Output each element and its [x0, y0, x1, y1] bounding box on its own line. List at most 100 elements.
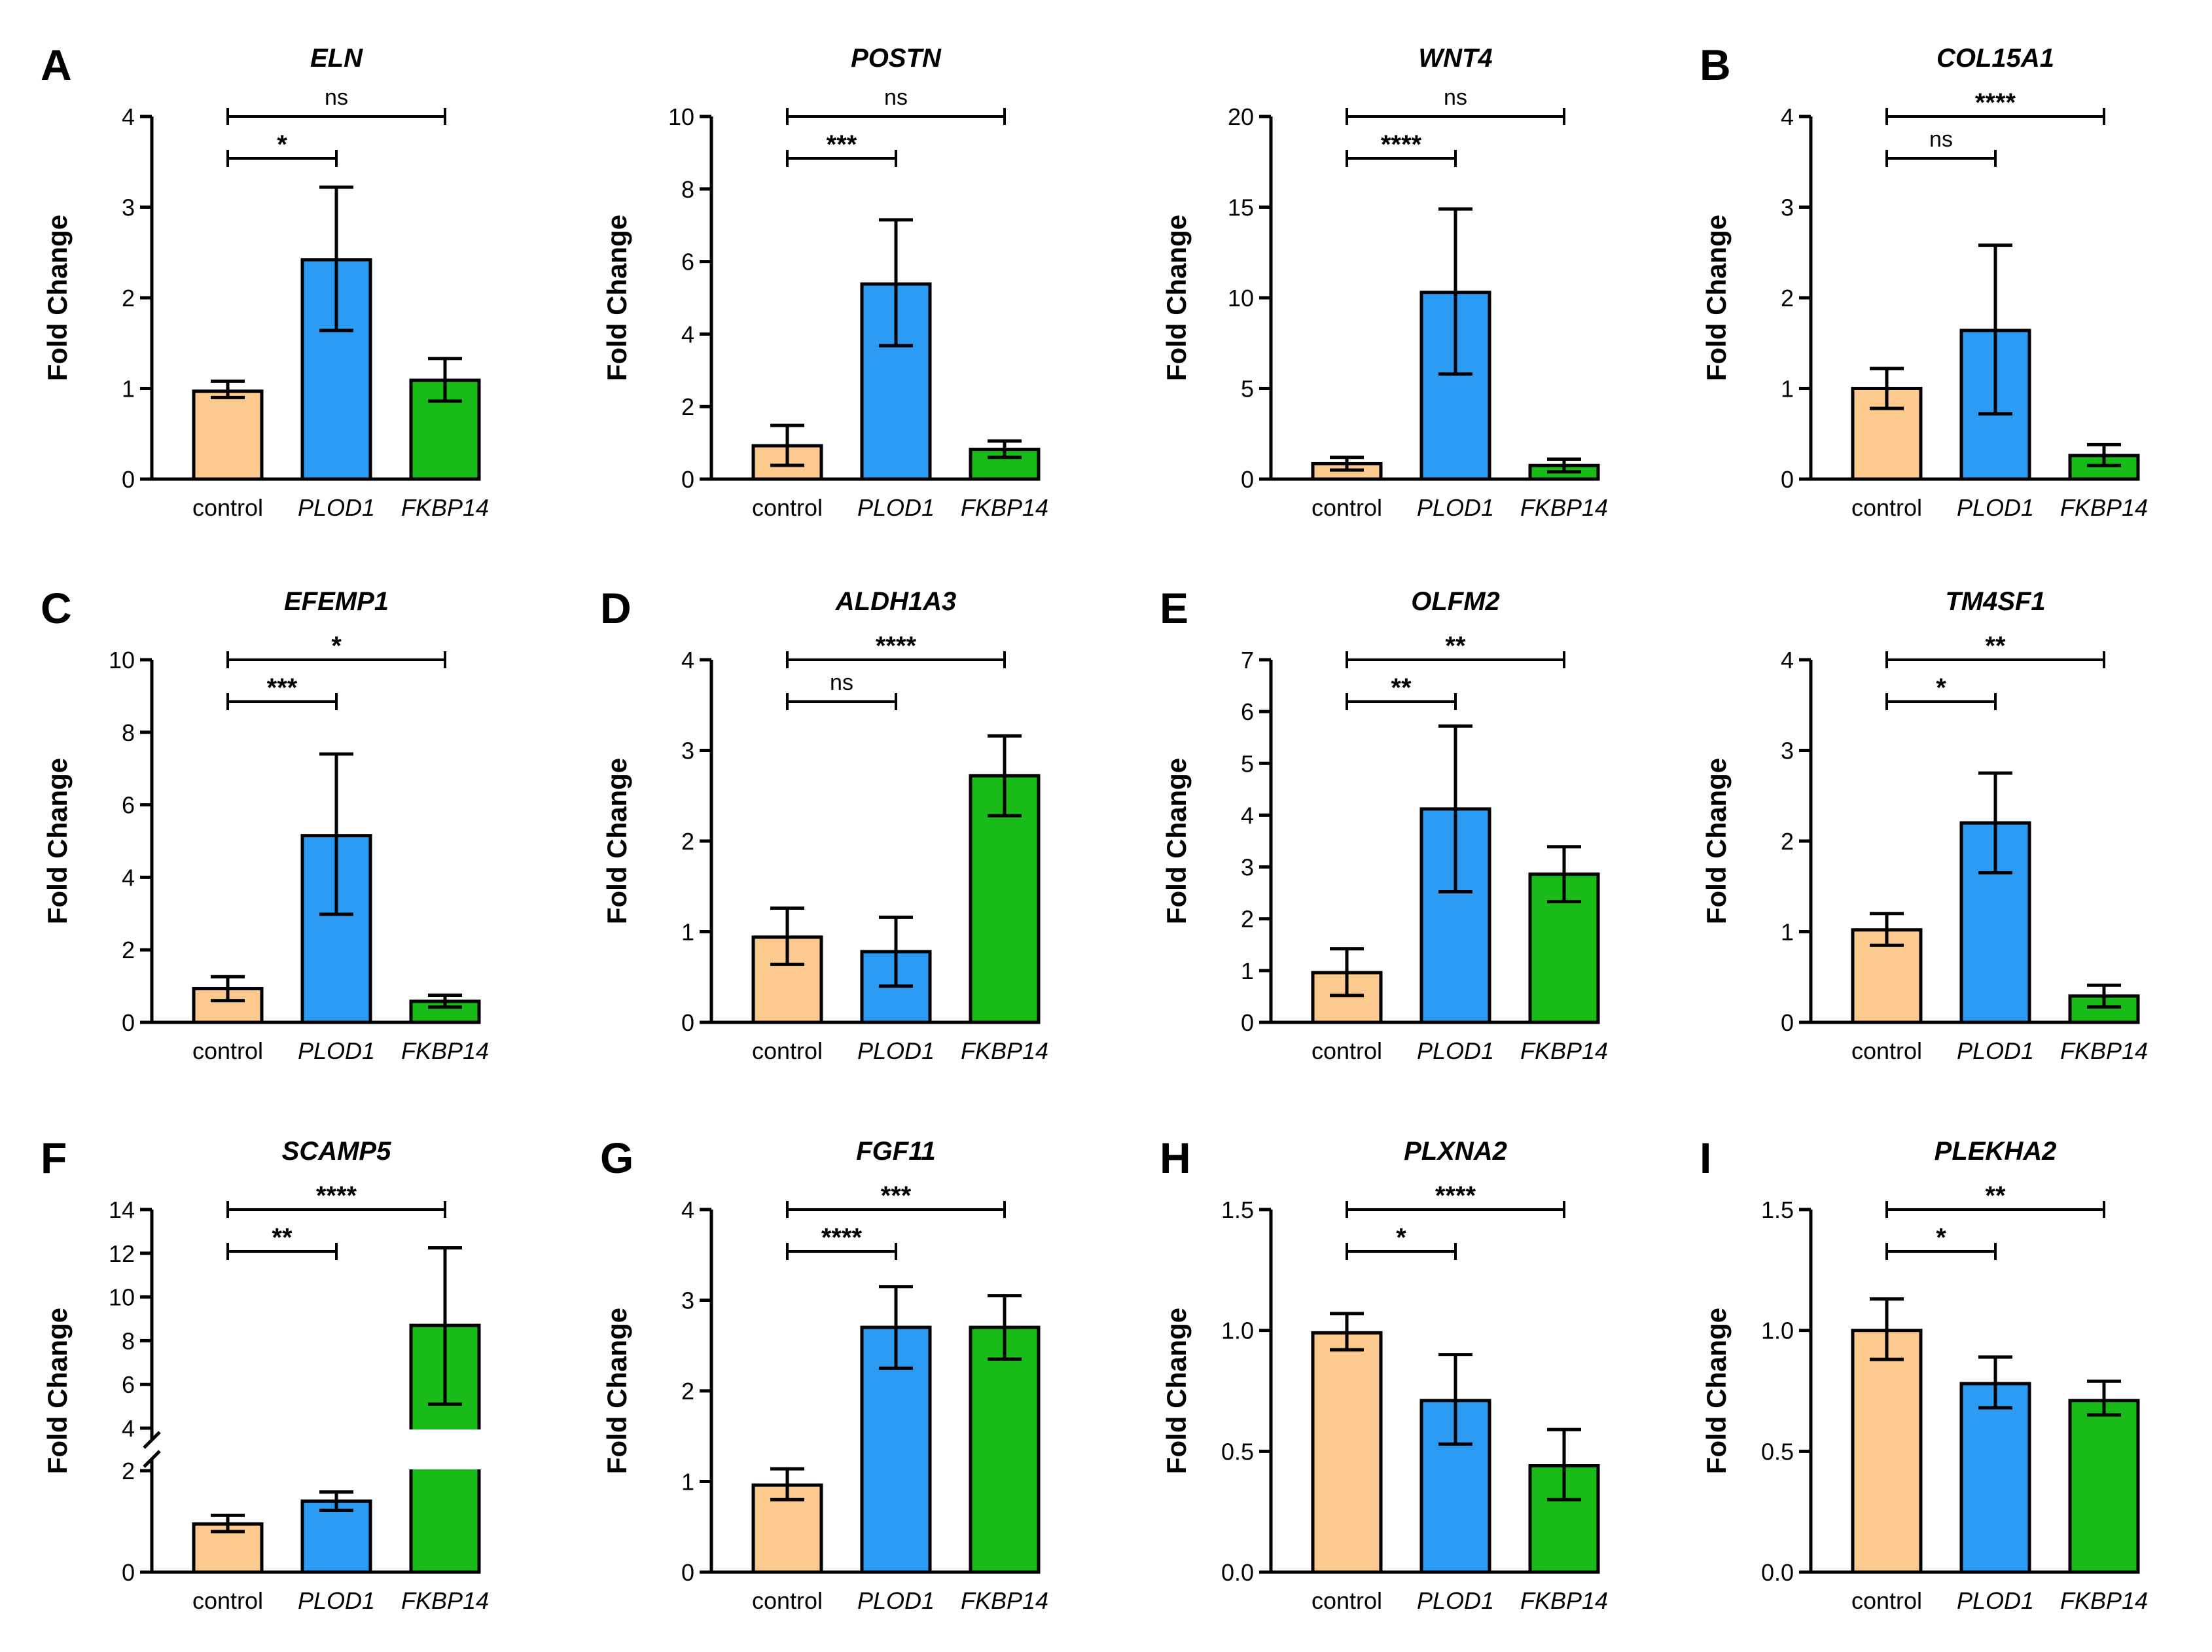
- x-tick-label: PLOD1: [857, 494, 935, 521]
- y-tick-label: 0: [1241, 466, 1254, 493]
- y-tick-label: 4: [122, 103, 135, 130]
- y-tick-label: 1.5: [1221, 1196, 1254, 1223]
- sig-label: ****: [1975, 88, 2016, 117]
- chart-postn: POSTN Fold Change 0 2 4 6 8 10 control PLOD1 FKBP1…: [601, 44, 1048, 521]
- y-tick-label: 10: [1228, 285, 1254, 312]
- y-tick-label: 10: [668, 103, 694, 130]
- y-tick-label: 5: [1241, 376, 1254, 403]
- chart-title: SCAMP5: [282, 1137, 391, 1166]
- y-tick-label: 0: [1781, 466, 1794, 493]
- y-tick-label: 0.0: [1221, 1559, 1254, 1586]
- x-tick-label: PLOD1: [857, 1037, 935, 1064]
- y-tick-label: 0.5: [1761, 1438, 1794, 1465]
- chart-plxna2: H PLXNA2 Fold Change 0.0 0.5 1.0 1.5 control PLO…: [1160, 1134, 1608, 1614]
- x-tick-label: FKBP14: [961, 1587, 1048, 1614]
- bar-control: [1311, 971, 1383, 1024]
- sig-label: **: [1445, 632, 1466, 660]
- x-tick-label: FKBP14: [2060, 1037, 2148, 1064]
- chart-tm4sf1: TM4SF1 Fold Change 0 1 2 3 4 control PLOD1 FKBP14…: [1701, 587, 2148, 1064]
- y-tick-label: 1: [1781, 919, 1794, 946]
- y-axis-label: Fold Change: [601, 758, 632, 924]
- chart-title: FGF11: [856, 1137, 936, 1166]
- y-tick-label: 10: [109, 1284, 135, 1311]
- y-tick-label: 15: [1228, 194, 1254, 221]
- panel-label: A: [41, 41, 72, 89]
- y-tick-label: 0: [122, 466, 135, 493]
- x-tick-label: control: [1851, 1037, 1922, 1064]
- chart-olfm2: E OLFM2 Fold Change 0 1 2 3 4 5 6 7 control PLOD1 FKB…: [1160, 584, 1608, 1064]
- x-tick-label: control: [192, 1037, 263, 1064]
- chart-title: WNT4: [1418, 44, 1492, 73]
- y-tick-label: 3: [1781, 194, 1794, 221]
- sig-label: ****: [821, 1223, 863, 1252]
- y-tick-label: 3: [681, 738, 694, 764]
- y-tick-label: 4: [681, 1196, 694, 1223]
- y-tick-label: 3: [122, 194, 135, 221]
- y-axis-label: Fold Change: [42, 758, 73, 924]
- y-tick-label: 2: [681, 393, 694, 420]
- y-tick-label: 2: [681, 828, 694, 855]
- y-tick-label: 1.0: [1221, 1318, 1254, 1344]
- chart-wnt4: WNT4 Fold Change 0 5 10 15 20 control PLOD1 FKBP1…: [1161, 44, 1608, 521]
- y-tick-label: 0: [122, 1559, 135, 1586]
- y-axis-label: Fold Change: [1161, 1308, 1192, 1474]
- sig-label: **: [272, 1223, 293, 1252]
- bar-plod1: [300, 1499, 372, 1574]
- y-tick-label: 4: [681, 321, 694, 348]
- y-tick-label: 12: [109, 1240, 135, 1267]
- bar-fkbp14: [409, 999, 481, 1024]
- y-tick-label: 2: [122, 285, 135, 312]
- axis-break-mark: [143, 1431, 161, 1449]
- sig-label: ****: [316, 1181, 357, 1210]
- x-tick-label: PLOD1: [298, 1587, 375, 1614]
- panel-label: B: [1700, 41, 1731, 89]
- x-tick-label: FKBP14: [1520, 1037, 1608, 1064]
- x-tick-label: control: [1311, 1037, 1382, 1064]
- sig-label: **: [1985, 1181, 2006, 1210]
- x-tick-label: control: [752, 494, 823, 521]
- x-tick-label: control: [192, 1587, 263, 1614]
- x-tick-label: FKBP14: [2060, 494, 2148, 521]
- panel-label: G: [600, 1134, 633, 1182]
- y-tick-label: 0: [1241, 1009, 1254, 1036]
- sig-label: *: [277, 130, 287, 159]
- y-tick-label: 0: [681, 1009, 694, 1036]
- y-tick-label: 0: [1781, 1009, 1794, 1036]
- y-tick-label: 4: [1781, 647, 1794, 673]
- chart-plekha2: I PLEKHA2 Fold Change 0.0 0.5 1.0 1.5 control PL…: [1700, 1134, 2148, 1614]
- x-tick-label: control: [1851, 1587, 1922, 1614]
- x-tick-label: FKBP14: [2060, 1587, 2148, 1614]
- y-tick-label: 1.5: [1761, 1196, 1794, 1223]
- sig-label: ****: [876, 632, 917, 660]
- y-tick-label: 4: [1241, 802, 1254, 829]
- chart-title: ALDH1A3: [835, 587, 956, 616]
- sig-label: *: [1936, 673, 1946, 702]
- x-tick-label: PLOD1: [1417, 1587, 1494, 1614]
- sig-label: ns: [1929, 127, 1953, 152]
- sig-label: ***: [881, 1181, 912, 1210]
- sig-label: **: [1985, 632, 2006, 660]
- x-tick-label: control: [1311, 494, 1382, 521]
- x-tick-label: FKBP14: [1520, 1587, 1608, 1614]
- y-tick-label: 6: [681, 249, 694, 276]
- y-axis-label: Fold Change: [1161, 215, 1192, 381]
- x-tick-label: FKBP14: [961, 1037, 1048, 1064]
- y-tick-label: 2: [1781, 828, 1794, 855]
- y-tick-label: 4: [122, 1415, 135, 1442]
- sig-label: *: [331, 632, 342, 660]
- chart-title: EFEMP1: [284, 587, 389, 616]
- y-tick-label: 1: [681, 919, 694, 946]
- y-tick-label: 14: [109, 1196, 135, 1223]
- sig-label: ns: [1444, 85, 1467, 110]
- y-tick-label: 8: [122, 1327, 135, 1354]
- panel-label: C: [41, 584, 72, 632]
- bar-control: [192, 389, 264, 481]
- chart-aldh1a3: D ALDH1A3 Fold Change 0 1 2 3 4 control PLOD1 FKBP…: [600, 584, 1048, 1064]
- bar-plod1: [1959, 1382, 2031, 1574]
- y-tick-label: 0: [681, 1559, 694, 1586]
- y-tick-label: 2: [1781, 285, 1794, 312]
- chart-title: TM4SF1: [1945, 587, 2045, 616]
- y-axis-label: Fold Change: [601, 1308, 632, 1474]
- chart-eln: A ELN Fold Change 0 1 2 3 4 control PLOD1 FKBP14 * n…: [41, 41, 489, 521]
